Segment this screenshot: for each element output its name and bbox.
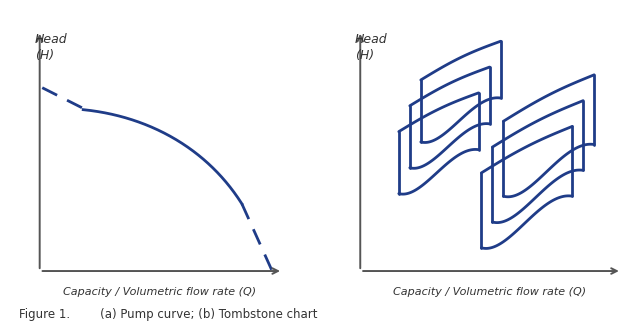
Text: Capacity / Volumetric flow rate (Q): Capacity / Volumetric flow rate (Q): [63, 287, 257, 297]
Text: Capacity / Volumetric flow rate (Q): Capacity / Volumetric flow rate (Q): [393, 287, 586, 297]
Text: Figure 1.        (a) Pump curve; (b) Tombstone chart: Figure 1. (a) Pump curve; (b) Tombstone …: [19, 308, 317, 321]
Text: Head
(H): Head (H): [35, 33, 67, 63]
Text: Head
(H): Head (H): [355, 33, 387, 63]
